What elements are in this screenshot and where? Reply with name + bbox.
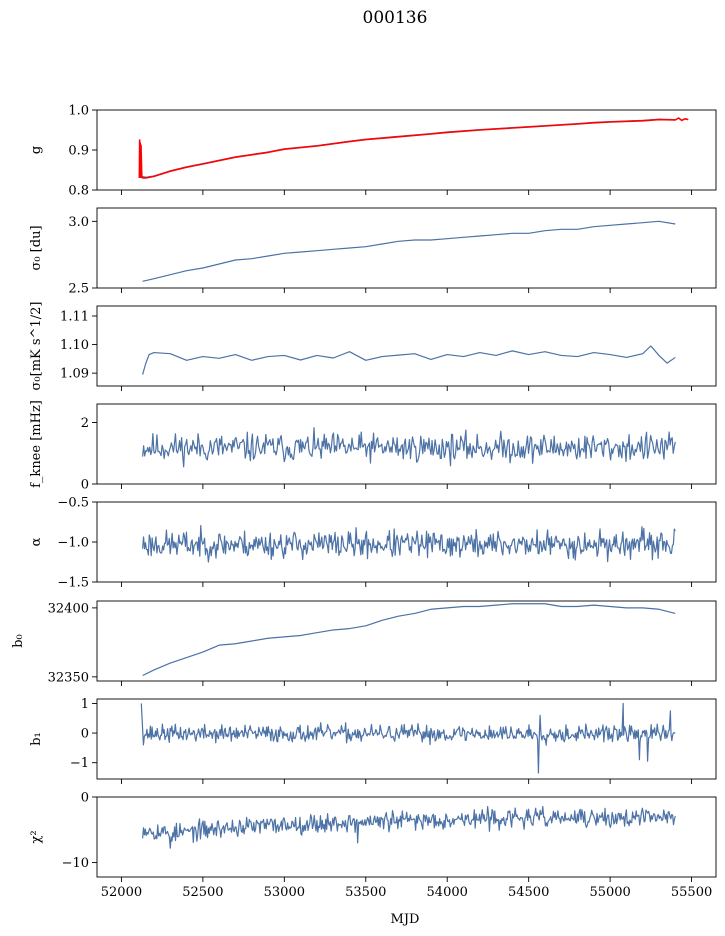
y-tick-label: −1.5 <box>57 576 89 591</box>
series-line-7-1 <box>140 702 676 774</box>
x-tick-label: 52500 <box>182 885 223 900</box>
x-tick-label: 53000 <box>264 885 305 900</box>
y-tick-label: 0 <box>81 791 89 806</box>
y-tick-label: 32350 <box>48 670 89 685</box>
y-axis-label: α <box>29 537 44 546</box>
y-tick-label: 1.10 <box>60 338 89 353</box>
y-tick-label: 1 <box>81 697 89 712</box>
x-tick-label: 55500 <box>671 885 712 900</box>
y-axis-label: f_knee [mHz] <box>29 400 44 488</box>
panel-2: 2.5 3.0 σ₀ [du] <box>29 207 717 297</box>
series-line-4-1 <box>142 427 676 468</box>
y-tick-label: 0.9 <box>68 144 89 159</box>
y-tick-label: 1.11 <box>60 310 89 325</box>
x-tick-label: 54500 <box>508 885 549 900</box>
y-axis-label: b₁ <box>29 732 44 746</box>
y-axis-label: χ² <box>29 830 44 843</box>
series-line-2-1 <box>142 220 676 282</box>
panel-5: −1.5 −1.0 −0.5 α <box>29 496 717 591</box>
y-tick-label: 1.09 <box>60 367 89 382</box>
y-tick-label: −1 <box>70 756 89 771</box>
y-tick-label: 1.0 <box>68 104 89 119</box>
series-line-5-1 <box>142 524 676 563</box>
axes-frame <box>96 796 717 878</box>
axes-frame <box>96 698 717 780</box>
axes-frame <box>96 305 717 387</box>
panel-4: 0 2 f_knee [mHz] <box>29 400 717 493</box>
axes-frame <box>96 207 717 289</box>
y-tick-label: 2.5 <box>68 282 89 297</box>
x-tick-label: 55000 <box>589 885 630 900</box>
y-tick-label: −1.0 <box>57 536 89 551</box>
y-axis-label: σ₀[mK s^1/2] <box>29 302 44 391</box>
x-tick-label: 53500 <box>345 885 386 900</box>
series-line-1-2 <box>138 117 689 179</box>
y-tick-label: 0 <box>81 727 89 742</box>
y-tick-label: 0.8 <box>68 184 89 199</box>
x-tick-label: 52000 <box>101 885 142 900</box>
panels: 0.8 0.9 1.0 g 2.5 3.0 σ₀ [du] 1.09 1.10 1.11 σ₀[mK… <box>11 104 717 900</box>
y-tick-label: −10 <box>62 856 89 871</box>
axes-frame <box>96 403 717 485</box>
y-tick-label: 3.0 <box>68 215 89 230</box>
series-line-1-1 <box>140 118 676 178</box>
y-tick-label: −0.5 <box>57 496 89 511</box>
y-axis-label: σ₀ [du] <box>29 225 44 270</box>
series-line-8-1 <box>142 805 676 849</box>
panel-8: −10 0 52000 52500 53000 53500 54000 54500 55000 5… <box>29 791 717 900</box>
y-tick-label: 2 <box>81 416 89 431</box>
series-line-6-1 <box>142 603 676 677</box>
y-axis-label: g <box>29 146 44 154</box>
series-line-3-1 <box>142 345 676 375</box>
y-tick-label: 32400 <box>48 601 89 616</box>
axes-frame <box>96 600 717 682</box>
panel-7: −1 0 1 b₁ <box>29 697 717 784</box>
y-axis-label: b₀ <box>11 634 26 648</box>
y-tick-label: 0 <box>81 478 89 493</box>
panel-1: 0.8 0.9 1.0 g <box>29 104 717 199</box>
panel-3: 1.09 1.10 1.11 σ₀[mK s^1/2] <box>29 302 717 391</box>
x-axis-label: MJD <box>391 912 420 927</box>
x-tick-label: 54000 <box>427 885 468 900</box>
figure-title: 000136 <box>363 8 428 28</box>
panel-6: 32350 32400 b₀ <box>11 600 717 686</box>
